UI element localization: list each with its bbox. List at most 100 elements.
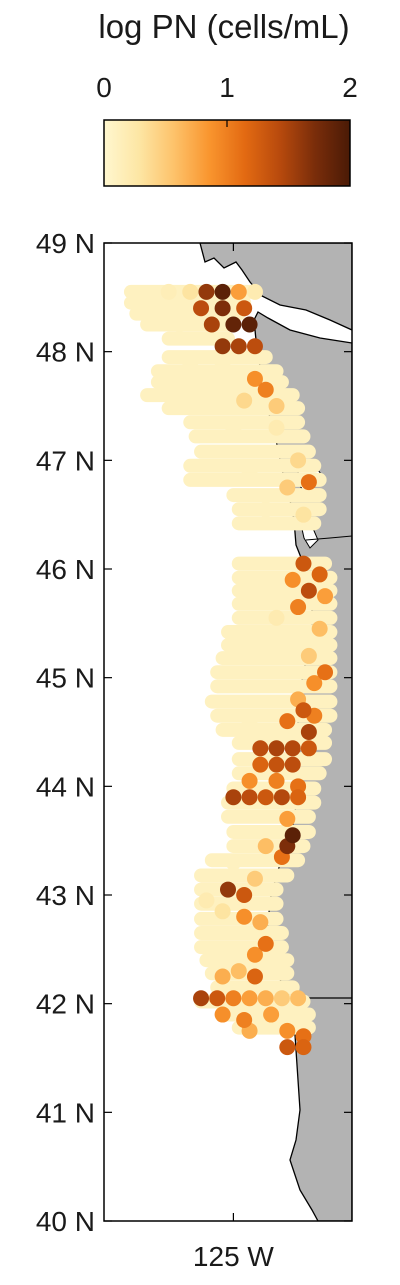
observation-point (279, 1039, 296, 1056)
observation-point (171, 316, 188, 333)
observation-point (268, 756, 285, 773)
colorbar: log PN (cells/mL) 0 1 2 (96, 8, 358, 187)
observation-point (279, 479, 296, 496)
observation-point (241, 789, 258, 806)
observation-point (198, 283, 215, 300)
lon-tick-label: 125 W (193, 1241, 274, 1272)
observation-point (209, 990, 226, 1007)
observation-point (214, 1006, 231, 1023)
lat-tick-label: 43 N (36, 880, 95, 911)
observation-point (268, 609, 285, 626)
observation-point (246, 370, 263, 387)
observation-point (290, 452, 307, 469)
observation-point (300, 474, 317, 491)
observation-point (241, 316, 258, 333)
lat-tick-label: 40 N (36, 1206, 95, 1237)
observation-point (246, 338, 263, 355)
observation-point (160, 300, 177, 317)
observation-point (268, 740, 285, 757)
observation-point (306, 675, 323, 692)
observation-point (257, 789, 274, 806)
observation-point (252, 740, 269, 757)
lat-tick-label: 42 N (36, 989, 95, 1020)
observation-point (241, 593, 258, 610)
observation-point (214, 903, 231, 920)
lat-tick-label: 44 N (36, 771, 95, 802)
observation-point (241, 463, 258, 480)
lat-tick-label: 41 N (36, 1097, 95, 1128)
latitude-axis: 49 N 48 N 47 N 46 N 45 N 44 N 43 N 42 N 41 N 40 N (36, 228, 352, 1237)
observation-point (182, 354, 199, 371)
lat-tick-label: 45 N (36, 663, 95, 694)
observation-point (225, 419, 242, 436)
observation-point (257, 990, 274, 1007)
observation-point (257, 381, 274, 398)
observation-point (290, 599, 307, 616)
observation-point (273, 789, 290, 806)
observation-point (236, 887, 253, 903)
observation-point (317, 664, 334, 681)
observation-point (225, 789, 242, 806)
observation-point (214, 283, 231, 300)
lat-tick-label: 46 N (36, 554, 95, 585)
observation-point (220, 881, 236, 898)
observation-point (198, 892, 215, 909)
observation-point (290, 990, 307, 1007)
observation-point (252, 914, 269, 931)
observation-point (300, 582, 317, 599)
observation-point (257, 501, 274, 518)
observation-points (160, 283, 334, 1056)
observation-point (246, 283, 263, 300)
observation-point (225, 316, 242, 333)
observation-point (236, 1011, 253, 1028)
observation-point (236, 300, 253, 317)
observation-point (317, 588, 334, 605)
colorbar-tick-labels: 0 1 2 (96, 72, 358, 103)
observation-point (300, 724, 317, 740)
map-frame (103, 242, 353, 1222)
observation-point (295, 1039, 312, 1056)
lat-tick-label: 48 N (36, 337, 95, 368)
observation-point (290, 789, 307, 806)
observation-point (182, 283, 199, 300)
observation-point (230, 283, 247, 300)
observation-point (252, 756, 269, 773)
longitude-axis: 125 W (193, 243, 274, 1272)
observation-point (300, 740, 317, 757)
lat-tick-label: 47 N (36, 445, 95, 476)
observation-point (295, 506, 312, 523)
observation-point (160, 283, 177, 300)
colorbar-title: log PN (cells/mL) (98, 8, 349, 45)
observation-point (257, 935, 274, 952)
observation-point (193, 387, 210, 404)
colorbar-tick-label: 0 (96, 72, 112, 103)
observation-point (236, 908, 253, 925)
observation-point (279, 810, 296, 827)
observation-point (214, 968, 231, 985)
observation-point (273, 990, 290, 1007)
observation-point (241, 713, 258, 730)
observation-point (311, 620, 328, 637)
observation-point (284, 740, 301, 757)
observation-point (300, 647, 317, 664)
observation-point (230, 963, 247, 980)
observation-point (241, 772, 258, 789)
colorbar-tick-label: 1 (219, 72, 235, 103)
map-panel: 49 N 48 N 47 N 46 N 45 N 44 N 43 N 42 N 41 N 40 N… (36, 228, 353, 1272)
river-mouth (305, 535, 352, 541)
observation-point (295, 555, 312, 572)
observation-point (225, 990, 242, 1007)
observation-point (241, 990, 258, 1007)
observation-point (279, 713, 296, 730)
observation-point (311, 566, 328, 583)
observation-point (246, 870, 263, 887)
observation-point (268, 398, 285, 414)
observation-point (268, 772, 285, 789)
lat-tick-label: 49 N (36, 228, 95, 259)
observation-point (230, 338, 247, 355)
observation-point (284, 571, 301, 588)
observation-point (246, 946, 263, 963)
observation-point (246, 968, 263, 985)
observation-point (214, 354, 231, 371)
